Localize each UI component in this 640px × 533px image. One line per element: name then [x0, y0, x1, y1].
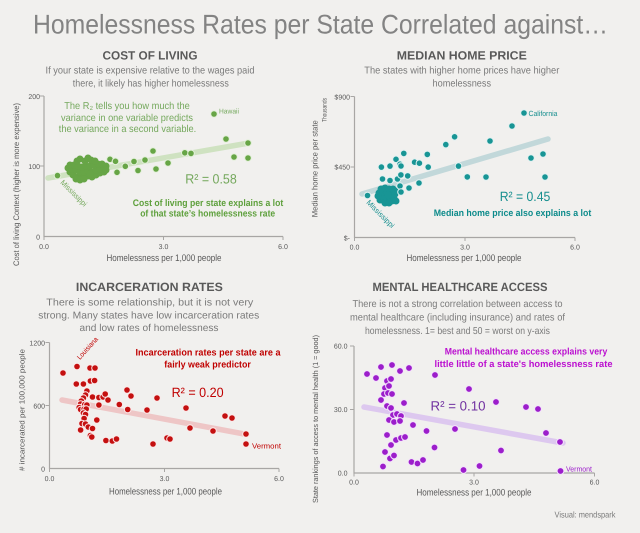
svg-text:0.0: 0.0	[45, 476, 55, 483]
svg-text:Homelessness per 1,000 people: Homelessness per 1,000 people	[109, 487, 222, 498]
svg-text:INCARCERATION RATES: INCARCERATION RATES	[76, 280, 223, 294]
svg-text:There is not a strong correlat: There is not a strong correlation betwee…	[353, 299, 563, 310]
svg-text:# incarcerated per 100,000 peo: # incarcerated per 100,000 people	[18, 349, 27, 471]
svg-text:Visual: mendspark: Visual: mendspark	[555, 510, 617, 520]
svg-text:R² = 0.58: R² = 0.58	[185, 172, 237, 187]
svg-text:3.0: 3.0	[160, 476, 170, 483]
svg-text:6.0: 6.0	[278, 244, 288, 251]
svg-text:COST OF LIVING: COST OF LIVING	[103, 49, 198, 63]
svg-text:100: 100	[28, 164, 40, 171]
svg-text:Median home price also explain: Median home price also explains a lot	[434, 208, 592, 219]
svg-text:3.0: 3.0	[460, 245, 470, 252]
svg-text:R² = 0.10: R² = 0.10	[431, 399, 486, 414]
svg-text:If your state is expensive rel: If your state is expensive relative to t…	[46, 66, 255, 77]
svg-text:6.0: 6.0	[274, 476, 284, 483]
svg-text:60.0: 60.0	[334, 344, 348, 351]
svg-text:0: 0	[41, 467, 45, 474]
svg-text:Vermont: Vermont	[252, 442, 282, 451]
svg-text:200: 200	[28, 94, 40, 101]
svg-text:6.0: 6.0	[590, 480, 600, 487]
svg-text:$450: $450	[334, 164, 350, 172]
svg-text:600: 600	[33, 404, 45, 411]
svg-text:little little of a state's hom: little little of a state's homelessness …	[435, 359, 613, 370]
svg-text:Homelessness per 1,000 people: Homelessness per 1,000 people	[417, 488, 532, 499]
svg-text:mental healthcare (including i: mental healthcare (including insurance) …	[350, 313, 565, 324]
svg-text:and low rates of homelessness: and low rates of homelessness	[80, 323, 219, 334]
svg-text:Homelessness per 1,000 people: Homelessness per 1,000 people	[407, 253, 522, 264]
svg-text:there, it likely has higher ho: there, it likely has higher homelessness	[73, 79, 229, 90]
svg-text:Incarceration rates per state: Incarceration rates per state are a	[136, 348, 282, 359]
svg-text:R² = 0.20: R² = 0.20	[172, 385, 224, 400]
svg-text:Median home price per state: Median home price per state	[311, 120, 320, 218]
svg-text:0.0: 0.0	[338, 471, 348, 478]
svg-text:The R₂ tells you how much the: The R₂ tells you how much the	[64, 101, 190, 112]
svg-text:Hawaii: Hawaii	[219, 108, 239, 116]
svg-text:MEDIAN HOME PRICE: MEDIAN HOME PRICE	[397, 49, 527, 63]
svg-text:0.0: 0.0	[39, 244, 49, 251]
svg-text:1200: 1200	[29, 341, 45, 348]
svg-text:30.0: 30.0	[334, 407, 348, 414]
svg-text:R² = 0.45: R² = 0.45	[500, 189, 551, 204]
svg-text:$900: $900	[334, 94, 350, 102]
svg-text:Homelessness Rates per State C: Homelessness Rates per State Correlated …	[33, 10, 608, 40]
svg-text:0.0: 0.0	[350, 245, 360, 252]
svg-text:Cost of living Context (higher: Cost of living Context (higher is more e…	[12, 103, 21, 266]
svg-text:3.0: 3.0	[469, 480, 479, 487]
svg-text:Vermont: Vermont	[566, 465, 593, 474]
svg-text:$-: $-	[344, 235, 351, 243]
svg-text:6.0: 6.0	[570, 245, 580, 252]
svg-text:0: 0	[36, 235, 40, 242]
svg-text:homelessness: homelessness	[433, 79, 492, 90]
svg-text:Thousands: Thousands	[322, 97, 329, 122]
svg-text:The states with higher home pr: The states with higher home prices have …	[364, 66, 560, 77]
svg-text:MENTAL HEALTHCARE ACCESS: MENTAL HEALTHCARE ACCESS	[373, 280, 548, 294]
svg-text:homelessness. 1= best and 50 =: homelessness. 1= best and 50 = worst on …	[365, 326, 550, 337]
svg-text:fairly weak predictor: fairly weak predictor	[164, 359, 251, 370]
svg-text:California: California	[529, 109, 559, 118]
svg-text:Mental healthcare access expla: Mental healthcare access explains very	[445, 346, 608, 357]
svg-text:3.0: 3.0	[159, 244, 169, 251]
svg-text:0.0: 0.0	[349, 480, 359, 487]
svg-text:There is some relationship, bu: There is some relationship, but it is no…	[46, 298, 253, 309]
svg-text:strong. Many states have low i: strong. Many states have low incarcerati…	[38, 311, 259, 322]
svg-text:variance in one variable predi: variance in one variable predicts	[61, 113, 193, 124]
svg-text:the variance in a second varia: the variance in a second variable.	[59, 124, 197, 135]
svg-text:of that state’s homelessness r: of that state’s homelessness rate	[140, 208, 275, 219]
svg-text:State rankings of access to me: State rankings of access to mental healt…	[311, 335, 320, 503]
svg-text:Cost of living per state expla: Cost of living per state explains a lot	[133, 198, 284, 209]
svg-text:Homelessness per 1,000 people: Homelessness per 1,000 people	[107, 253, 222, 264]
